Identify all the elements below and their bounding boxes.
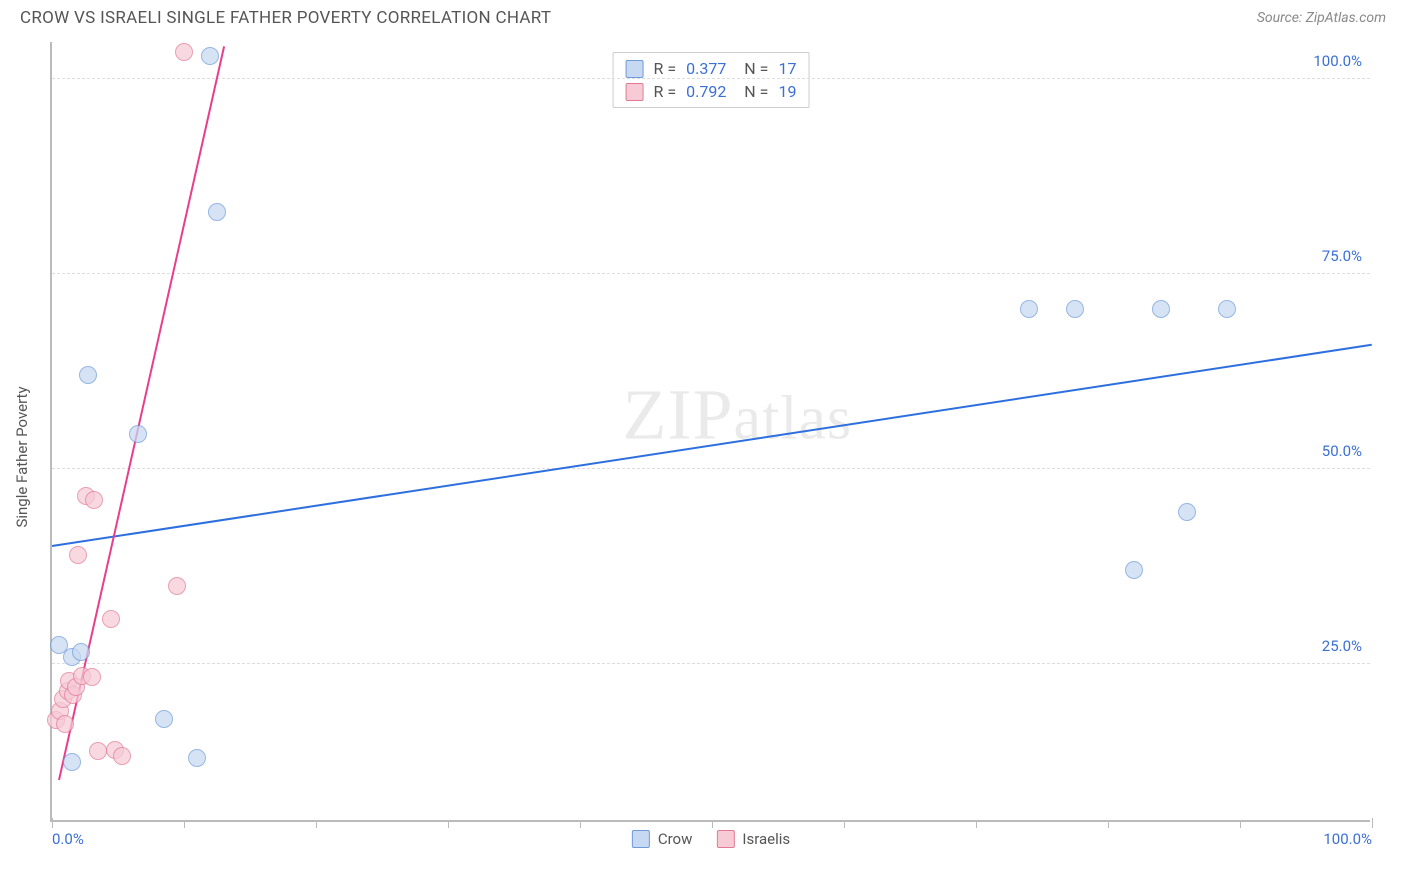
legend-label: Israelis <box>742 830 790 848</box>
data-point <box>129 425 147 443</box>
y-tick-label: 75.0% <box>1322 247 1362 265</box>
data-point <box>69 546 87 564</box>
data-point <box>168 577 186 595</box>
x-tick-label: 100.0% <box>1323 830 1372 848</box>
x-tick <box>52 818 53 828</box>
watermark-text: ZIPatlas <box>623 374 853 457</box>
x-tick <box>1240 822 1241 828</box>
legend-swatch <box>626 60 644 78</box>
x-tick <box>844 822 845 828</box>
data-point <box>79 366 97 384</box>
legend-item: Israelis <box>716 830 790 848</box>
gridline <box>52 78 1370 79</box>
legend-swatch <box>632 830 650 848</box>
x-tick-label: 0.0% <box>52 830 84 848</box>
data-point <box>102 610 120 628</box>
trend-line <box>52 344 1372 547</box>
correlation-legend: R = 0.377 N = 17R = 0.792 N = 19 <box>613 52 810 108</box>
data-point <box>188 749 206 767</box>
data-point <box>155 710 173 728</box>
y-axis-label: Single Father Poverty <box>13 386 31 527</box>
n-value: 17 <box>778 59 796 78</box>
x-tick <box>1372 818 1373 828</box>
plot-area: ZIPatlas R = 0.377 N = 17R = 0.792 N = 1… <box>50 42 1370 822</box>
gridline <box>52 468 1370 469</box>
data-point <box>85 491 103 509</box>
x-tick <box>316 822 317 828</box>
source-attribution: Source: ZipAtlas.com <box>1257 10 1386 26</box>
data-point <box>83 668 101 686</box>
legend-label: Crow <box>658 830 693 848</box>
legend-stats-row: R = 0.792 N = 19 <box>626 80 797 103</box>
data-point <box>89 742 107 760</box>
data-point <box>1066 300 1084 318</box>
gridline <box>52 273 1370 274</box>
data-point <box>1152 300 1170 318</box>
series-legend: Crow Israelis <box>632 830 790 848</box>
y-tick-label: 25.0% <box>1322 637 1362 655</box>
chart-container: Single Father Poverty ZIPatlas R = 0.377… <box>0 32 1406 882</box>
x-tick <box>580 822 581 828</box>
legend-swatch <box>716 830 734 848</box>
chart-title: CROW VS ISRAELI SINGLE FATHER POVERTY CO… <box>20 8 551 28</box>
legend-stats-row: R = 0.377 N = 17 <box>626 57 797 80</box>
gridline <box>52 663 1370 664</box>
data-point <box>72 643 90 661</box>
data-point <box>175 43 193 61</box>
data-point <box>201 47 219 65</box>
data-point <box>113 747 131 765</box>
r-value: 0.377 <box>686 59 726 78</box>
legend-item: Crow <box>632 830 693 848</box>
r-value: 0.792 <box>686 82 726 101</box>
data-point <box>56 715 74 733</box>
data-point <box>1020 300 1038 318</box>
data-point <box>208 203 226 221</box>
y-tick-label: 50.0% <box>1322 442 1362 460</box>
x-tick <box>712 822 713 828</box>
data-point <box>63 753 81 771</box>
x-tick <box>1108 822 1109 828</box>
legend-swatch <box>626 83 644 101</box>
n-value: 19 <box>778 82 796 101</box>
data-point <box>1178 503 1196 521</box>
y-tick-label: 100.0% <box>1313 52 1362 70</box>
data-point <box>1125 561 1143 579</box>
data-point <box>1218 300 1236 318</box>
x-tick <box>976 822 977 828</box>
x-tick <box>184 822 185 828</box>
x-tick <box>448 822 449 828</box>
chart-header: CROW VS ISRAELI SINGLE FATHER POVERTY CO… <box>0 0 1406 32</box>
